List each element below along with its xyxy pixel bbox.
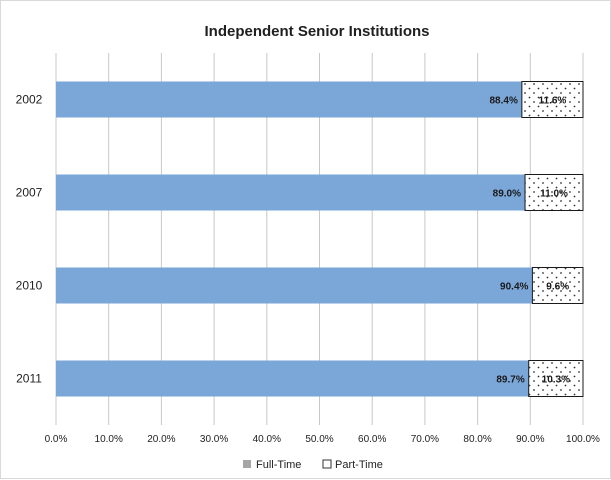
x-tick-label: 20.0%	[147, 434, 175, 445]
legend-label-part-time: Part-Time	[335, 459, 383, 471]
bar-full-time	[56, 174, 526, 211]
x-tick-label: 80.0%	[463, 434, 491, 445]
x-tick-label: 30.0%	[200, 434, 228, 445]
bar-full-time	[56, 360, 529, 397]
data-label-full-time: 89.0%	[493, 189, 521, 200]
legend-label-full-time: Full-Time	[256, 459, 301, 471]
x-tick-label: 0.0%	[45, 434, 68, 445]
data-label-full-time: 89.7%	[496, 375, 524, 386]
data-label-part-time: 11.0%	[540, 189, 568, 200]
bar-part-time	[531, 267, 584, 304]
data-label-part-time: 10.3%	[542, 375, 570, 386]
bars: 88.4% 11.6% 89.0% 11.0% 90.4% 9.6% 89.7% 10.3%	[56, 81, 584, 397]
x-tick-label: 50.0%	[305, 434, 333, 445]
bar-full-time	[56, 267, 533, 304]
data-label-part-time: 11.6%	[539, 96, 567, 107]
x-tick-label: 60.0%	[358, 434, 386, 445]
bar-full-time	[56, 81, 522, 118]
x-axis-ticks: 0.0% 10.0% 20.0% 30.0% 40.0% 50.0% 60.0% 70.0% 8…	[45, 434, 600, 445]
chart-title: Independent Senior Institutions	[205, 23, 430, 40]
data-label-full-time: 88.4%	[490, 96, 518, 107]
category-label: 2002	[16, 93, 43, 107]
x-tick-label: 100.0%	[566, 434, 600, 445]
category-label: 2007	[16, 186, 43, 200]
data-label-full-time: 90.4%	[500, 282, 528, 293]
legend: Full-Time Part-Time	[243, 459, 383, 471]
bar-part-time	[528, 360, 584, 397]
bar-part-time	[521, 81, 584, 118]
legend-swatch-full-time	[243, 460, 251, 468]
x-tick-label: 40.0%	[253, 434, 281, 445]
category-label: 2010	[16, 279, 43, 293]
x-tick-label: 10.0%	[95, 434, 123, 445]
category-labels: 2002 2007 2010 2011	[16, 93, 43, 386]
bar-part-time	[524, 174, 584, 211]
legend-swatch-part-time	[322, 459, 332, 469]
x-tick-label: 90.0%	[516, 434, 544, 445]
category-label: 2011	[16, 372, 42, 386]
data-label-part-time: 9.6%	[546, 282, 569, 293]
x-tick-label: 70.0%	[411, 434, 439, 445]
